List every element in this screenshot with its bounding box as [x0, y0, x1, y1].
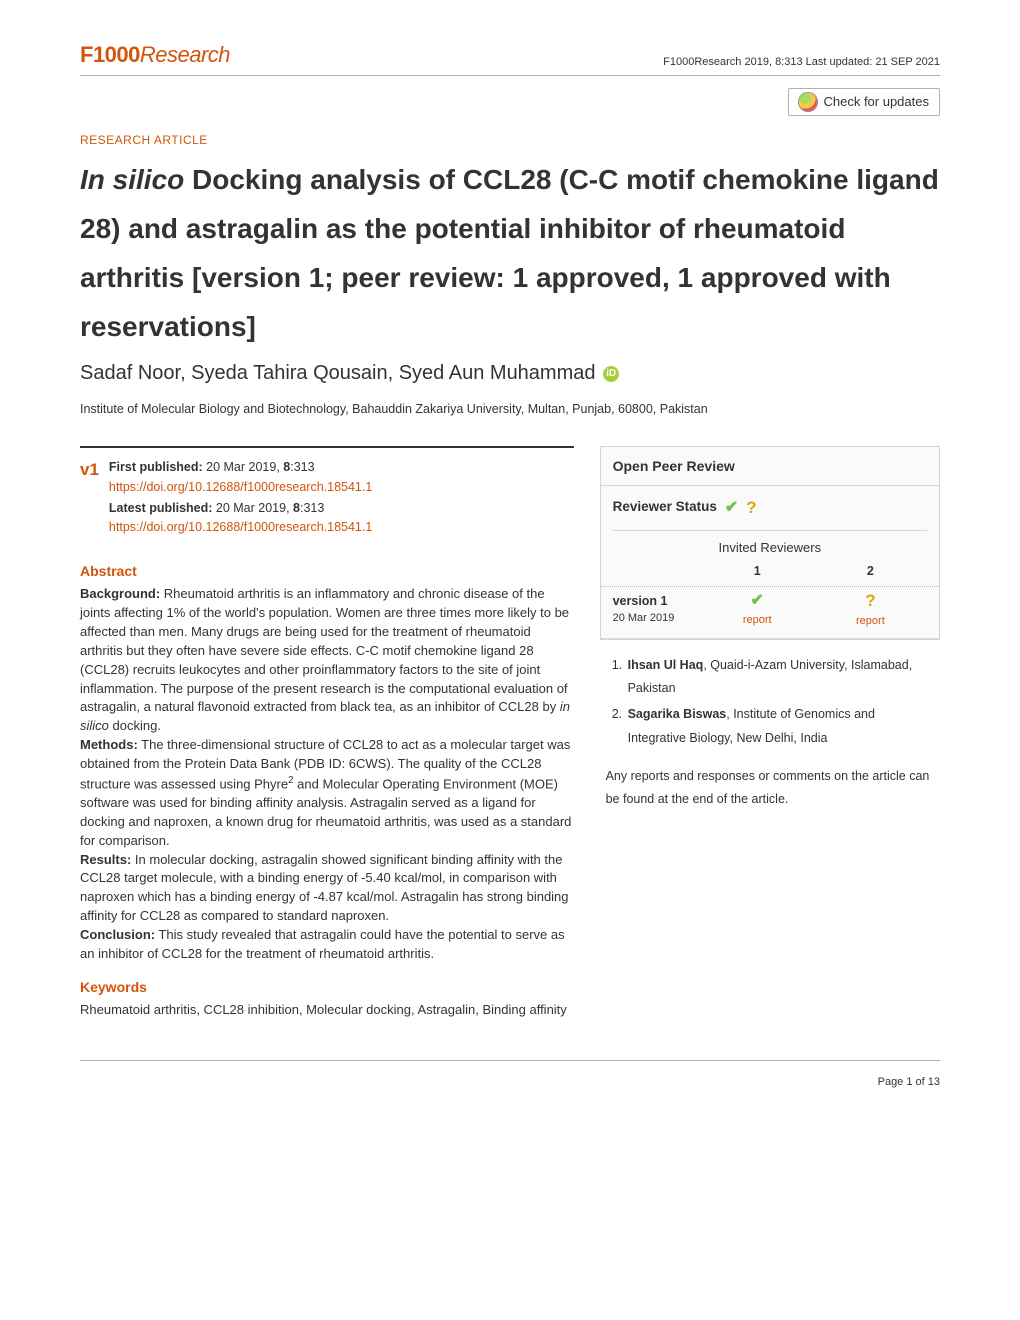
col-2-label: 2: [814, 563, 927, 581]
first-doi-link[interactable]: https://doi.org/10.12688/f1000research.1…: [109, 480, 372, 494]
version-date: 20 Mar 2019: [613, 611, 701, 626]
article-title: In silico Docking analysis of CCL28 (C-C…: [80, 155, 940, 351]
first-pub-label: First published:: [109, 460, 203, 474]
reviewer-item-2: Sagarika Biswas, Institute of Genomics a…: [626, 703, 934, 751]
open-peer-review-box: Open Peer Review Reviewer Status ✔ ? Inv…: [600, 446, 940, 639]
logo: F1000Research: [80, 40, 230, 71]
publication-block: v1 First published: 20 Mar 2019, 8:313 h…: [80, 446, 574, 538]
first-pub-issue: :313: [290, 460, 314, 474]
title-version: [version 1; peer review: 1 approved, 1 a…: [80, 262, 891, 342]
version-label: version 1: [613, 593, 701, 611]
latest-pub-issue: :313: [300, 501, 324, 515]
first-pub-text: 20 Mar 2019,: [203, 460, 284, 474]
article-type-label: RESEARCH ARTICLE: [80, 132, 940, 149]
review-1-cell: ✔ report: [701, 590, 814, 629]
title-italic: In silico: [80, 164, 184, 195]
reviewer-status: Reviewer Status ✔ ?: [601, 486, 939, 526]
col-1-label: 1: [701, 563, 814, 581]
left-column: v1 First published: 20 Mar 2019, 8:313 h…: [80, 446, 574, 1034]
reviewer-list: Ihsan Ul Haq, Quaid-i-Azam University, I…: [600, 640, 940, 761]
main-columns: v1 First published: 20 Mar 2019, 8:313 h…: [80, 446, 940, 1034]
authors: Sadaf Noor, Syeda Tahira Qousain, Syed A…: [80, 359, 940, 387]
check-icon: ✔: [750, 590, 763, 612]
bg-text: Rheumatoid arthritis is an inflammatory …: [80, 586, 569, 714]
status-label: Reviewer Status: [613, 498, 717, 517]
abstract-body: Background: Rheumatoid arthritis is an i…: [80, 585, 574, 963]
latest-doi-link[interactable]: https://doi.org/10.12688/f1000research.1…: [109, 520, 372, 534]
crossmark-icon: [799, 93, 817, 111]
reviewer-1-name: Ihsan Ul Haq: [628, 658, 704, 672]
question-icon: ?: [746, 496, 756, 520]
authors-text: Sadaf Noor, Syeda Tahira Qousain, Syed A…: [80, 362, 596, 384]
end-note: Any reports and responses or comments on…: [600, 761, 940, 817]
reviewer-header-row: 1 2: [601, 561, 939, 588]
bottom-rule: [80, 1060, 940, 1061]
orcid-icon[interactable]: iD: [603, 366, 619, 382]
citation-header: F1000Research 2019, 8:313 Last updated: …: [663, 55, 940, 70]
latest-pub-label: Latest published:: [109, 501, 212, 515]
keywords-heading: Keywords: [80, 978, 574, 998]
version-row: version 1 20 Mar 2019 ✔ report ? report: [601, 587, 939, 638]
report-link-1[interactable]: report: [743, 613, 772, 628]
top-bar: F1000Research F1000Research 2019, 8:313 …: [80, 40, 940, 76]
latest-published-line: Latest published: 20 Mar 2019, 8:313: [109, 499, 372, 518]
latest-pub-vol: 8: [293, 501, 300, 515]
report-link-2[interactable]: report: [856, 614, 885, 629]
version-badge: v1: [80, 458, 99, 538]
reviewer-2-name: Sagarika Biswas: [628, 707, 727, 721]
abstract-heading: Abstract: [80, 562, 574, 582]
keywords-body: Rheumatoid arthritis, CCL28 inhibition, …: [80, 1001, 574, 1020]
version-info: version 1 20 Mar 2019: [613, 593, 701, 626]
publication-lines: First published: 20 Mar 2019, 8:313 http…: [109, 458, 372, 538]
co-label: Conclusion:: [80, 927, 155, 942]
affiliation: Institute of Molecular Biology and Biote…: [80, 401, 940, 419]
page-number: Page 1 of 13: [80, 1075, 940, 1090]
invited-reviewers-label: Invited Reviewers: [601, 531, 939, 561]
updates-row: Check for updates: [80, 88, 940, 116]
first-published-line: First published: 20 Mar 2019, 8:313: [109, 458, 372, 477]
me-label: Methods:: [80, 737, 138, 752]
right-column: Open Peer Review Reviewer Status ✔ ? Inv…: [600, 446, 940, 1034]
check-updates-button[interactable]: Check for updates: [788, 88, 940, 116]
opr-header: Open Peer Review: [601, 447, 939, 486]
reviewer-item-1: Ihsan Ul Haq, Quaid-i-Azam University, I…: [626, 654, 934, 702]
re-text: In molecular docking, astragalin showed …: [80, 852, 569, 924]
re-label: Results:: [80, 852, 131, 867]
question-icon: ?: [865, 589, 875, 613]
review-2-cell: ? report: [814, 589, 927, 629]
bg-label: Background:: [80, 586, 160, 601]
logo-prefix: F1000: [80, 42, 140, 67]
latest-pub-text: 20 Mar 2019,: [212, 501, 293, 515]
bg-tail: docking.: [109, 718, 161, 733]
check-icon: ✔: [725, 497, 738, 519]
logo-suffix: Research: [140, 42, 230, 67]
check-updates-label: Check for updates: [823, 93, 929, 111]
